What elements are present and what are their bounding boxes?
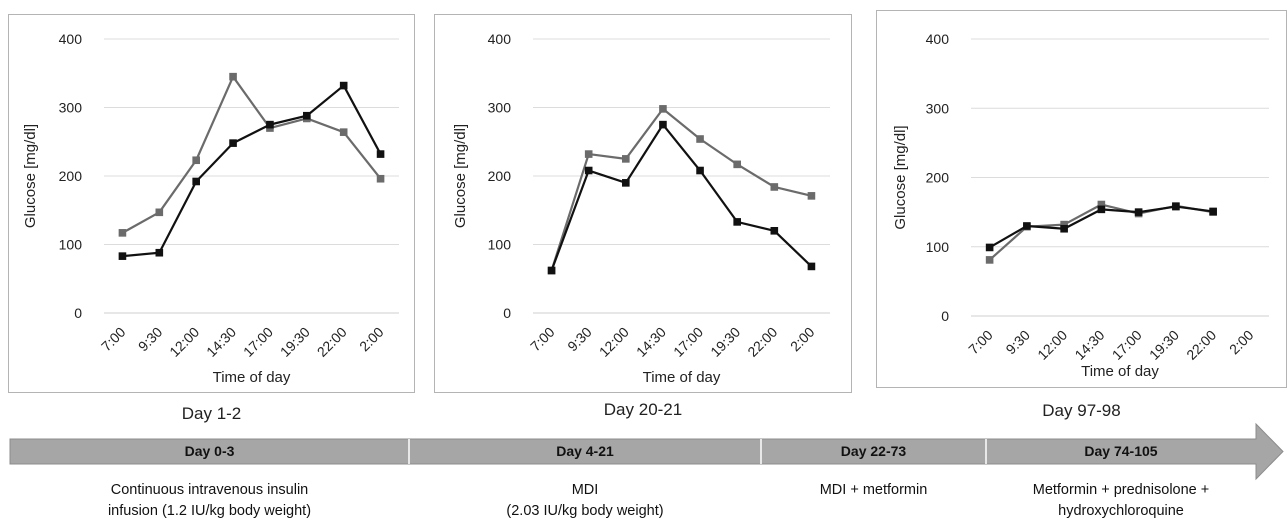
data-point-marker bbox=[770, 227, 779, 235]
series-line-1 bbox=[122, 84, 382, 258]
data-point-marker bbox=[770, 183, 779, 191]
y-tick-label: 100 bbox=[59, 237, 83, 253]
data-point-marker bbox=[1060, 220, 1068, 229]
data-point-marker bbox=[376, 150, 385, 158]
series-line-1 bbox=[550, 123, 813, 271]
timeline-arrow-shape bbox=[9, 422, 1284, 481]
phase-description-line: MDI bbox=[571, 482, 599, 498]
y-tick-label: 400 bbox=[926, 31, 950, 47]
data-point-marker bbox=[696, 166, 704, 175]
y-tick-label: 400 bbox=[59, 31, 83, 47]
data-point-marker bbox=[622, 155, 630, 163]
phase-description-line: (2.03 IU/kg body weight) bbox=[506, 503, 664, 519]
y-tick-label: 100 bbox=[926, 239, 950, 255]
data-point-marker bbox=[118, 252, 127, 260]
data-point-marker bbox=[1097, 205, 1106, 214]
y-tick-label: 200 bbox=[59, 168, 83, 184]
y-axis-title: Glucose [mg/dl] bbox=[452, 124, 469, 228]
data-point-marker bbox=[985, 243, 994, 252]
data-point-marker bbox=[733, 160, 741, 169]
phase-label-day-74-105: Day 74-105 bbox=[1084, 443, 1158, 459]
x-axis-title: Time of day bbox=[213, 369, 291, 386]
chart-panel-2: 0 100 200 300 400 7:00 9:30 12:00 14:30 17:00 19:3… bbox=[434, 14, 852, 393]
phase-description-day-74-105: Metformin + prednisolone + hydroxychloro… bbox=[986, 480, 1256, 522]
data-point-marker bbox=[733, 218, 741, 226]
data-point-marker bbox=[155, 248, 164, 257]
phase-label-day-4-21: Day 4-21 bbox=[556, 443, 614, 459]
data-point-marker bbox=[1172, 202, 1180, 211]
y-tick-label: 0 bbox=[503, 305, 511, 321]
data-point-marker bbox=[807, 192, 816, 200]
data-point-marker bbox=[1134, 208, 1143, 216]
y-tick-label: 300 bbox=[488, 100, 512, 116]
chart-2-caption: Day 20-21 bbox=[603, 400, 683, 419]
data-point-marker bbox=[985, 256, 994, 264]
data-point-marker bbox=[1023, 222, 1031, 230]
y-axis-title: Glucose [mg/dl] bbox=[892, 125, 909, 229]
data-point-marker bbox=[339, 128, 348, 136]
data-point-marker bbox=[1060, 224, 1068, 233]
y-tick-label: 200 bbox=[926, 170, 950, 186]
data-point-marker bbox=[659, 105, 667, 113]
data-point-marker bbox=[155, 208, 164, 217]
phase-description-day-4-21: MDI (2.03 IU/kg body weight) bbox=[409, 480, 761, 522]
y-tick-label: 400 bbox=[488, 31, 512, 47]
phase-description-line: Metformin + prednisolone + bbox=[1032, 482, 1210, 498]
data-point-marker bbox=[696, 135, 704, 143]
data-point-marker bbox=[229, 72, 237, 81]
chart-panel-3: 0 100 200 300 400 7:00 9:30 12:00 14:30 17:00 19:3… bbox=[876, 10, 1287, 388]
y-axis-title: Glucose [mg/dl] bbox=[22, 124, 39, 228]
chart-3-caption: Day 97-98 bbox=[1042, 401, 1121, 420]
data-point-marker bbox=[1097, 200, 1106, 209]
data-point-marker bbox=[547, 266, 556, 275]
data-point-marker bbox=[622, 179, 630, 187]
y-tick-label: 100 bbox=[488, 237, 512, 253]
data-point-marker bbox=[339, 81, 348, 90]
data-point-marker bbox=[584, 150, 593, 158]
phase-description-day-0-3: Continuous intravenous insulin infusion … bbox=[10, 480, 409, 522]
y-tick-label: 200 bbox=[488, 168, 512, 184]
data-point-marker bbox=[192, 177, 200, 186]
data-point-marker bbox=[303, 111, 311, 120]
phase-description-day-22-73: MDI + metformin bbox=[761, 480, 986, 501]
chart-1-caption: Day 1-2 bbox=[181, 404, 242, 423]
chart-panel-1: 0 100 200 300 400 7:00 9:30 12:00 14:30 17:00 19:3… bbox=[8, 14, 415, 393]
phase-label-day-22-73: Day 22-73 bbox=[840, 443, 907, 459]
data-point-marker bbox=[376, 174, 385, 183]
x-axis-title: Time of day bbox=[643, 369, 721, 386]
y-tick-label: 0 bbox=[941, 308, 949, 324]
data-point-marker bbox=[807, 262, 816, 271]
x-axis-title: Time of day bbox=[1081, 363, 1159, 380]
data-point-marker bbox=[584, 166, 593, 175]
data-point-marker bbox=[118, 229, 127, 237]
phase-description-line: MDI + metformin bbox=[819, 482, 928, 498]
y-tick-label: 300 bbox=[59, 100, 83, 116]
series-line-2 bbox=[121, 75, 382, 234]
data-point-marker bbox=[229, 139, 237, 147]
y-tick-label: 0 bbox=[74, 305, 82, 321]
data-point-marker bbox=[1209, 207, 1217, 216]
data-point-marker bbox=[659, 120, 667, 129]
phase-description-line: Continuous intravenous insulin bbox=[110, 482, 309, 498]
phase-description-line: hydroxychloroquine bbox=[1058, 503, 1184, 519]
phase-description-line: infusion (1.2 IU/kg body weight) bbox=[107, 503, 312, 519]
data-point-marker bbox=[266, 120, 274, 129]
y-tick-label: 300 bbox=[926, 100, 950, 116]
phase-label-day-0-3: Day 0-3 bbox=[184, 443, 235, 459]
series-line-2 bbox=[550, 107, 812, 271]
data-point-marker bbox=[192, 156, 200, 165]
